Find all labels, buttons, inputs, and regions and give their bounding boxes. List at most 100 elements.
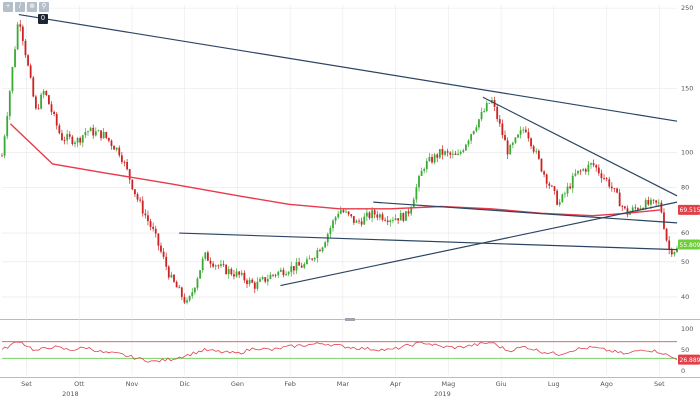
candle-body [123,161,126,163]
candle-body [584,169,587,172]
search-icon[interactable]: ⚲ [39,2,49,12]
candle-body [600,173,603,179]
candle-body [42,90,45,95]
candle-body [63,140,66,141]
candle-body [483,111,486,113]
candle-body [345,211,347,213]
candle-body [8,91,11,117]
candle-body [50,104,53,112]
candle-body [131,179,134,190]
candle-body [261,277,264,280]
candle-body [511,142,514,146]
candle-body [40,94,42,109]
candle-body [517,134,519,138]
trendline [179,232,678,251]
candle-body [423,168,426,171]
counter-badge[interactable]: 0 [38,14,48,24]
crosshair-icon[interactable]: + [3,2,13,12]
ma-price-badge: 69.5153 [680,207,700,214]
candle-body [306,259,308,265]
candle-body [128,169,131,180]
candle-body [74,142,76,145]
candle-body [84,132,87,136]
candle-body [566,186,569,194]
candle-body [160,245,162,252]
candle-body [470,134,473,141]
candle-body [441,149,444,155]
candle-body [381,214,384,220]
candle-body [524,129,527,133]
candle-body [647,200,650,205]
candle-body [514,137,517,143]
x-tick-label: Nov [126,380,139,388]
candle-body [676,248,678,253]
trendline [18,13,678,122]
candle-body [655,200,658,203]
candle-body [485,103,488,112]
x-tick-label: Gen [231,380,244,388]
candle-body [76,138,79,143]
candle-body [564,193,566,195]
candle-body [162,251,165,257]
candle-body [201,258,204,271]
axes: 40 50 60 80 100 150 250 Set Ott Nov Dic Gen Feb Mar Ap… [21,4,693,398]
candle-body [147,215,149,222]
candle-body [464,144,467,151]
x-tick-label: Apr [390,380,402,388]
candle-body [279,269,282,272]
candle-body [167,266,170,278]
candle-body [110,140,113,146]
candle-body [58,125,61,134]
candle-body [347,211,350,215]
candle-body [21,26,24,41]
candle-body [292,266,295,271]
candle-body [319,250,321,252]
candle-body [206,252,209,261]
candle-body [248,279,251,285]
moving-average [9,123,661,217]
candle-body [233,274,235,277]
candles [1,19,678,305]
candle-body [243,272,246,281]
candle-body [449,152,452,155]
candle-body [532,146,535,152]
candle-body [621,206,624,208]
candle-body [623,206,626,209]
pencil-icon[interactable]: / [15,2,25,12]
candle-body [613,188,616,190]
candle-body [313,258,316,260]
candle-body [27,55,29,66]
candle-body [329,228,332,235]
candle-body [673,252,676,255]
candle-body [626,208,629,215]
candle-body [371,210,373,219]
rsi-y-tick: 0 [681,367,685,375]
candle-body [595,165,598,168]
candle-body [266,279,269,282]
zoom-icon[interactable]: ⊕ [27,2,37,12]
candle-body [657,202,660,204]
candle-body [165,256,168,267]
candle-body [652,199,655,201]
candle-body [402,213,405,221]
candle-body [66,134,69,141]
candle-body [19,24,22,27]
candle-body [100,130,102,139]
candle-body [642,208,645,209]
candle-body [605,178,608,180]
candle-body [574,173,577,176]
rsi-y-tick: 100 [681,325,693,333]
candle-body [590,163,592,165]
candle-body [1,155,3,157]
candle-body [597,167,600,174]
x-year-label: 2018 [62,390,79,398]
candle-body [141,200,144,214]
candle-body [457,153,459,155]
resize-handle [345,318,355,321]
candle-body [311,258,314,260]
candle-body [118,147,121,156]
candle-body [618,192,621,207]
candle-body [115,147,118,150]
candle-body [235,271,238,277]
